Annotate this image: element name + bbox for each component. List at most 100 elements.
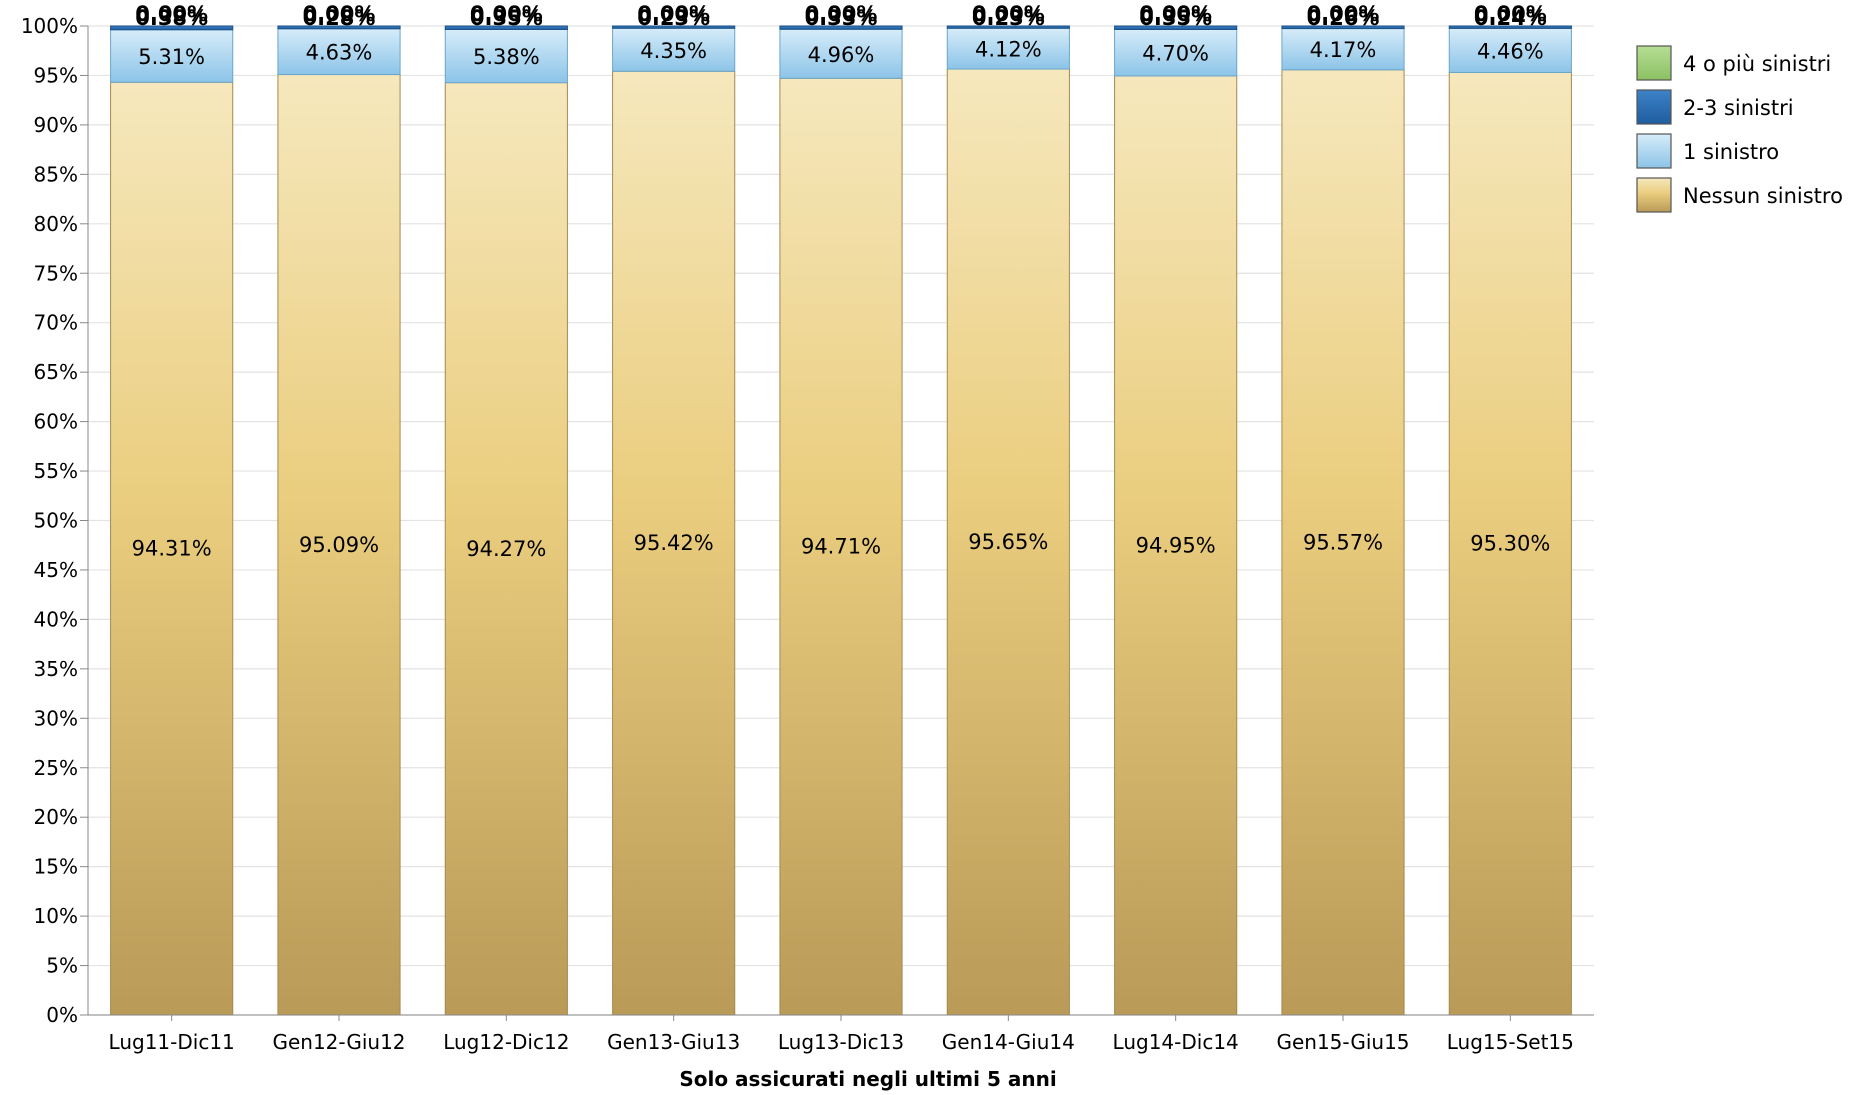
data-label: 4.17%: [1310, 38, 1377, 62]
data-label: 95.57%: [1303, 530, 1383, 554]
data-label: 0.00%: [1139, 2, 1212, 26]
data-label: 0.00%: [470, 2, 543, 26]
data-label: 95.42%: [634, 531, 714, 555]
data-label: 0.00%: [1474, 2, 1547, 26]
data-labels: 94.31%5.31%0.38%0.00%95.09%4.63%0.28%0.0…: [132, 2, 1551, 561]
bar-segment: [1114, 75, 1238, 1016]
x-tick-label: Gen14-Giu14: [942, 1030, 1075, 1054]
data-label: 4.70%: [1142, 42, 1209, 66]
y-tick-label: 75%: [34, 261, 78, 285]
y-tick-label: 20%: [34, 805, 78, 829]
legend: 4 o più sinistri 2-3 sinistri 1 sinistro Ne…: [1636, 45, 1843, 213]
bar-segment: [946, 68, 1070, 1016]
data-label: 0.23%: [972, 6, 1045, 30]
bar-segment: [1114, 28, 1238, 77]
bar-segment: [444, 28, 568, 84]
y-tick-label: 50%: [34, 509, 78, 533]
y-tick-label: 15%: [34, 855, 78, 879]
data-label: 94.95%: [1136, 533, 1216, 557]
legend-swatch: [1636, 133, 1672, 169]
bar-segment: [444, 82, 568, 1016]
bar-segment: [110, 29, 234, 83]
y-tick-label: 90%: [34, 113, 78, 137]
data-label: 0.23%: [637, 6, 710, 30]
bar-segment: [612, 27, 736, 72]
legend-label: 1 sinistro: [1683, 140, 1779, 164]
x-tick-label: Gen15-Giu15: [1276, 1030, 1409, 1054]
y-tick-label: 85%: [34, 162, 78, 186]
legend-label: Nessun sinistro: [1683, 184, 1843, 208]
bar-segment: [612, 25, 736, 29]
bar-segment: [1114, 25, 1238, 30]
x-tick-label: Lug12-Dic12: [443, 1030, 569, 1054]
data-label: 4.46%: [1477, 39, 1544, 63]
bar-segment: [1448, 25, 1572, 29]
y-tick-label: 70%: [34, 311, 78, 335]
data-label: 95.30%: [1470, 532, 1550, 556]
data-label: 0.24%: [1474, 6, 1547, 30]
data-label: 95.09%: [299, 533, 379, 557]
data-label: 0.00%: [135, 2, 208, 26]
data-label: 0.38%: [135, 6, 208, 30]
data-label: 5.31%: [138, 45, 205, 69]
y-tick-label: 80%: [34, 212, 78, 236]
bar-segment: [444, 25, 568, 30]
bar-segment: [779, 25, 903, 30]
x-tick-label: Lug13-Dic13: [778, 1030, 904, 1054]
y-axis: 0% 5% 10% 15% 20% 25% 30% 35% 40% 45% 50% 55% 60% 65%…: [21, 14, 89, 1027]
bar-segment: [277, 25, 401, 30]
bar-segment: [612, 70, 736, 1016]
x-tick-label: Gen12-Giu12: [272, 1030, 405, 1054]
legend-swatch: [1636, 177, 1672, 213]
x-axis-title: Solo assicurati negli ultimi 5 anni: [679, 1067, 1056, 1091]
x-tick-label: Lug14-Dic14: [1113, 1030, 1239, 1054]
y-tick-label: 65%: [34, 360, 78, 384]
data-label: 0.00%: [972, 2, 1045, 26]
legend-label: 4 o più sinistri: [1683, 52, 1831, 76]
bar-segment: [1281, 25, 1405, 30]
bar-segment: [110, 25, 234, 31]
y-tick-label: 45%: [34, 558, 78, 582]
bar-segment: [277, 74, 401, 1016]
data-label: 0.00%: [1307, 2, 1380, 26]
data-label: 0.33%: [805, 6, 878, 30]
y-tick-label: 60%: [34, 410, 78, 434]
y-tick-label: 55%: [34, 459, 78, 483]
data-label: 94.27%: [466, 537, 546, 561]
y-tick-label: 100%: [21, 14, 78, 38]
legend-label: 2-3 sinistri: [1683, 96, 1794, 120]
data-label: 94.71%: [801, 535, 881, 559]
bar-segment: [946, 25, 1070, 29]
data-label: 0.28%: [303, 6, 376, 30]
y-tick-label: 5%: [46, 954, 78, 978]
data-label: 0.35%: [1139, 6, 1212, 30]
legend-swatch: [1636, 45, 1672, 81]
x-tick-label: Gen13-Giu13: [607, 1030, 740, 1054]
bar-segment: [277, 28, 401, 76]
data-label: 0.00%: [805, 2, 878, 26]
y-tick-label: 35%: [34, 657, 78, 681]
bar-segment: [779, 77, 903, 1016]
data-label: 94.31%: [132, 537, 212, 561]
data-label: 0.00%: [303, 2, 376, 26]
legend-swatch: [1636, 89, 1672, 125]
data-label: 95.65%: [968, 530, 1048, 554]
x-tick-label: Lug11-Dic11: [109, 1030, 235, 1054]
y-tick-label: 10%: [34, 904, 78, 928]
data-label: 4.63%: [306, 41, 373, 65]
bar-segment: [779, 28, 903, 79]
data-label: 4.96%: [808, 43, 875, 67]
bars: [110, 25, 1572, 1016]
y-tick-label: 40%: [34, 607, 78, 631]
data-label: 0.35%: [470, 6, 543, 30]
y-tick-label: 0%: [46, 1003, 78, 1027]
y-tick-label: 95%: [34, 63, 78, 87]
y-tick-label: 30%: [34, 706, 78, 730]
x-tick-label: Lug15-Set15: [1447, 1030, 1574, 1054]
data-label: 4.35%: [640, 39, 707, 63]
y-tick-label: 25%: [34, 756, 78, 780]
data-label: 5.38%: [473, 45, 540, 69]
data-label: 4.12%: [975, 38, 1042, 62]
bar-segment: [1448, 71, 1572, 1016]
